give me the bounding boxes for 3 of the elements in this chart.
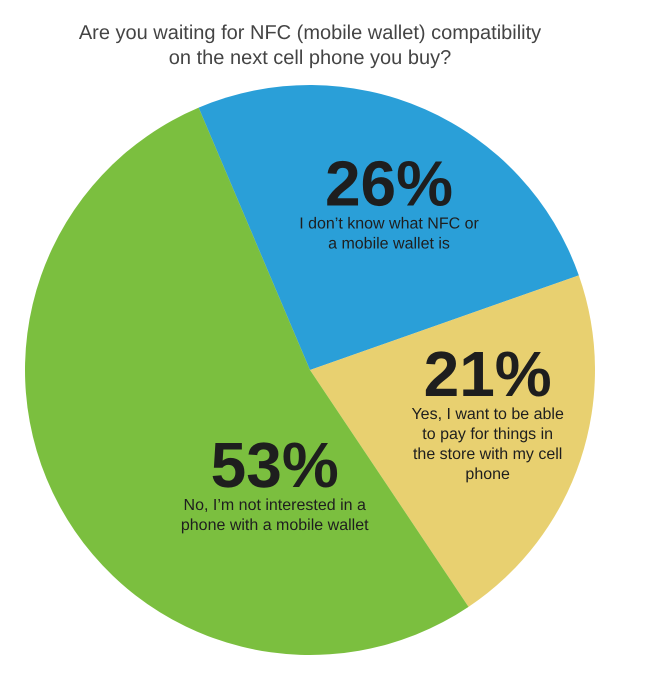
slice-label: I don’t know what NFC or a mobile wallet is [299,216,480,253]
slice-label: No, I’m not interested in a phone with a mobile wallet [180,496,370,534]
chart-title: Are you waiting for NFC (mobile wallet) compatibility on the next cell phone you buy? [78,22,542,69]
